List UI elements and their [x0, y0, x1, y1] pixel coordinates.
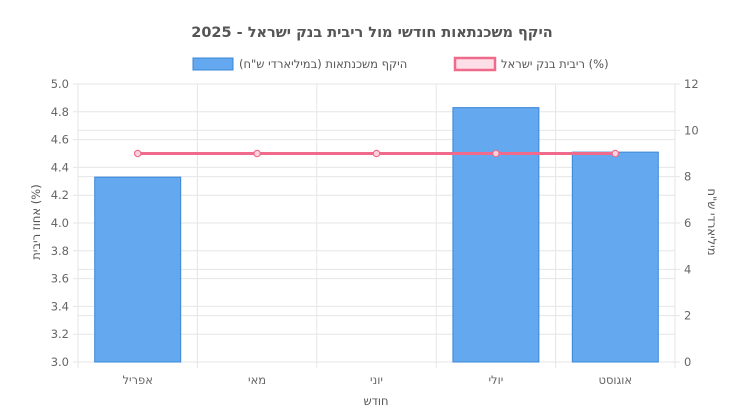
interest-rate-point	[372, 149, 381, 158]
category-label: מאי	[248, 373, 266, 387]
left-tick-label: 3.8	[51, 244, 69, 258]
legend-label-interest: ריבית בנק ישראל (%)	[501, 57, 609, 71]
interest-rate-point	[492, 149, 500, 158]
x-axis-title: חודש	[363, 394, 388, 408]
right-tick-label: 4	[684, 262, 691, 276]
legend-swatch-mortgage	[192, 57, 234, 71]
left-tick-label: 4.8	[51, 105, 69, 119]
left-axis-title: אחוז ריבית (%)	[29, 184, 43, 259]
mortgage-bar	[452, 107, 540, 363]
right-axis-title: מיליארדי ש"ח	[705, 188, 719, 255]
right-tick-label: 10	[684, 123, 699, 137]
mortgage-bar	[94, 176, 182, 363]
interest-line	[133, 149, 620, 158]
left-tick-label: 4.2	[51, 188, 69, 202]
left-tick-label: 4.0	[51, 216, 69, 230]
interest-rate-point	[611, 149, 620, 158]
axes: 3.0 3.2 3.4 3.6 3.8 4.0 4.2 4.4 4.6 4.8 5.0 0 2 4 6 8 10…	[51, 77, 699, 387]
legend-label-mortgage: היקף משכנתאות (במיליארדי ש"ח)	[239, 57, 407, 71]
category-label: יוני	[370, 373, 383, 387]
right-tick-label: 8	[684, 170, 691, 184]
interest-rate-point	[133, 149, 142, 158]
chart-title: היקף משכנתאות חודשי מול ריבית בנק ישראל …	[191, 25, 552, 41]
left-tick-label: 5.0	[51, 77, 69, 91]
legend-swatch-interest	[453, 56, 497, 72]
legend: ריבית בנק ישראל (%) היקף משכנתאות (במיליא…	[192, 56, 609, 72]
left-tick-label: 3.2	[51, 327, 69, 341]
left-tick-label: 3.4	[51, 299, 69, 313]
interest-rate-point	[253, 149, 261, 158]
right-tick-label: 12	[684, 77, 699, 91]
category-label: אוגוסט	[598, 373, 632, 387]
category-label: יולי	[488, 373, 503, 387]
right-tick-label: 6	[684, 216, 691, 230]
mortgage-bar	[571, 151, 659, 363]
left-tick-label: 4.4	[51, 160, 69, 174]
left-tick-label: 4.6	[51, 133, 69, 147]
category-label: אפריל	[122, 373, 152, 387]
left-tick-label: 3.0	[51, 355, 69, 369]
bars	[94, 107, 659, 363]
right-tick-label: 2	[684, 309, 691, 323]
right-tick-label: 0	[684, 355, 691, 369]
left-tick-label: 3.6	[51, 272, 69, 286]
